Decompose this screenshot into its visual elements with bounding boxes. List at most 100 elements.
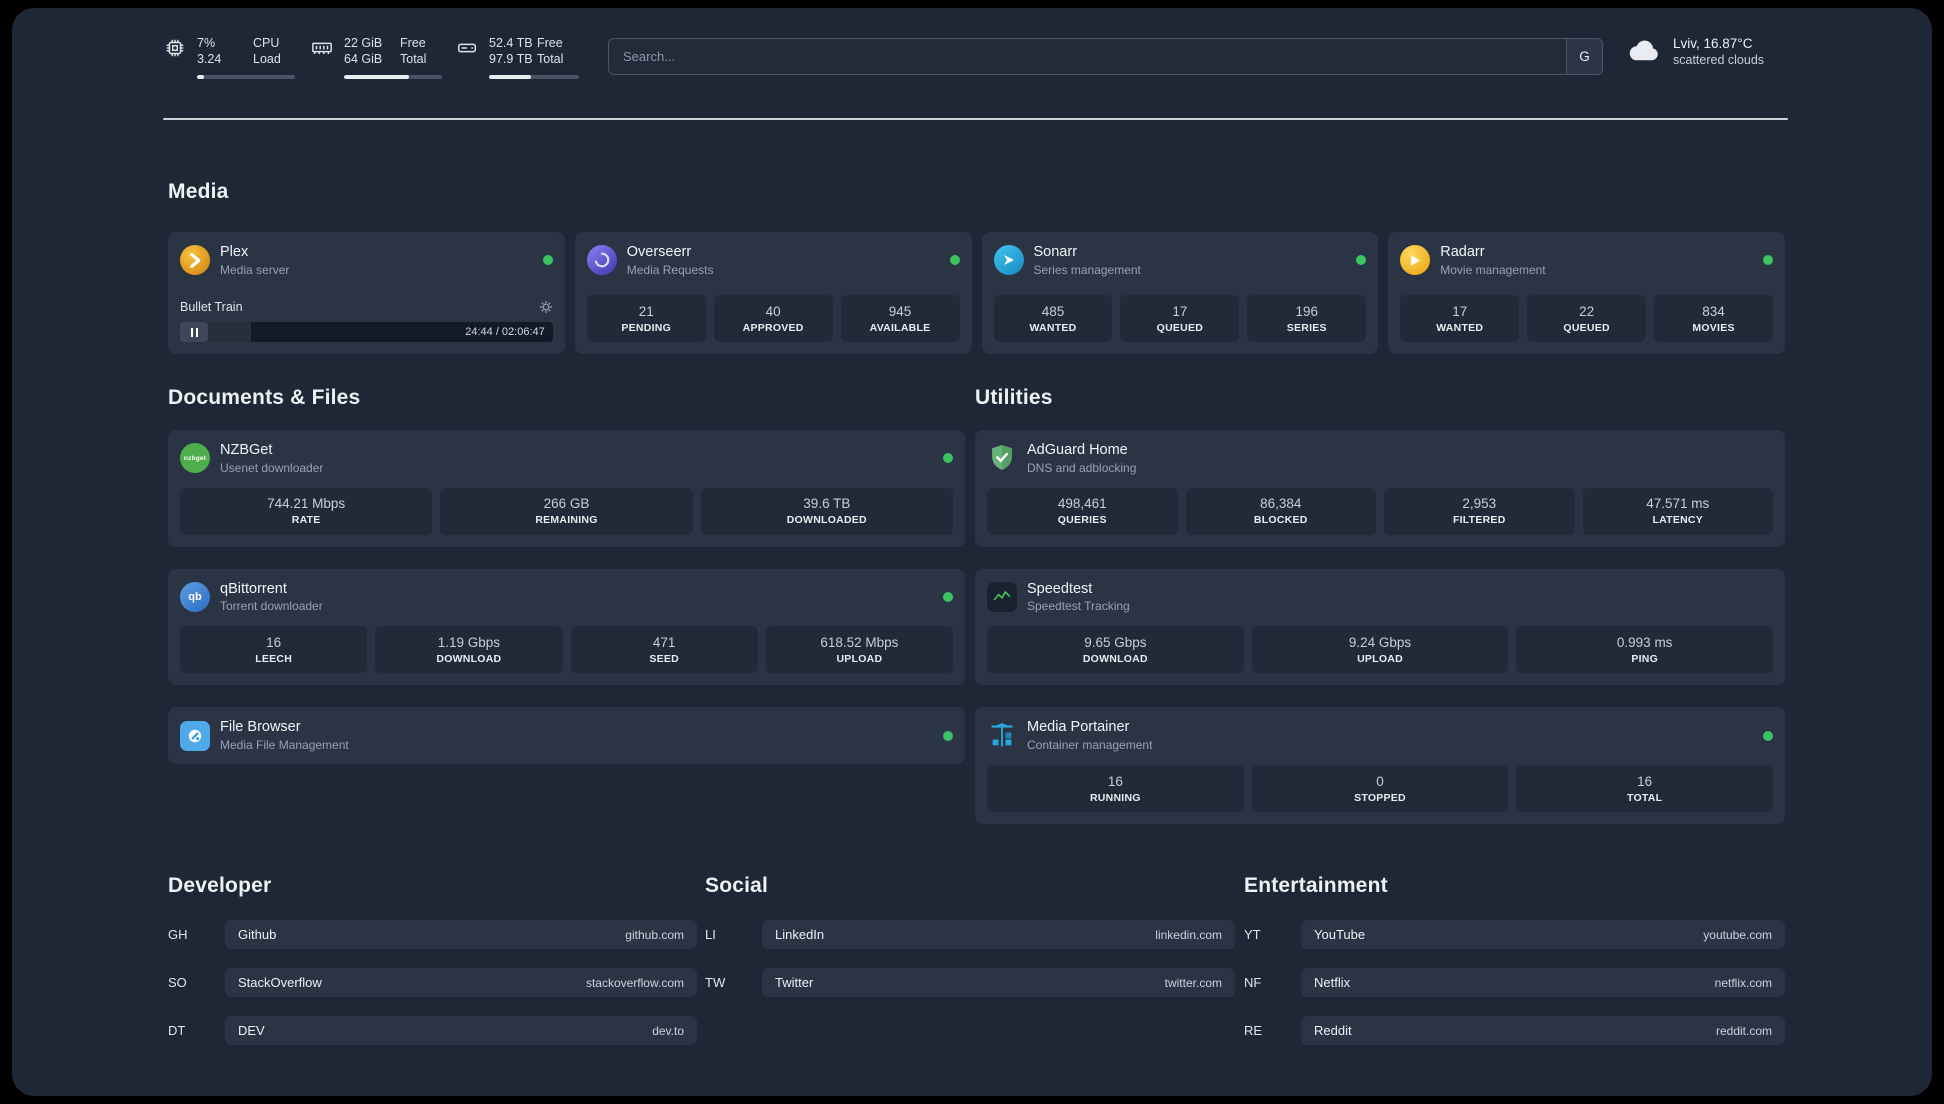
search-engine-button[interactable]: G xyxy=(1566,39,1602,74)
settings-gear-icon[interactable] xyxy=(539,300,553,314)
qbittorrent-card[interactable]: qb qBittorrent Torrent downloader 16 LEEC… xyxy=(168,568,965,686)
utilities-column: AdGuard Home DNS and adblocking 498,461 Q… xyxy=(975,430,1785,846)
stat-value: 9.65 Gbps xyxy=(1084,634,1147,650)
app-name[interactable]: Radarr xyxy=(1440,244,1485,260)
stat-value: 16 xyxy=(1637,773,1653,789)
overseerr-icon xyxy=(586,245,617,276)
portainer-crane-icon xyxy=(987,721,1017,751)
search-bar: G xyxy=(608,38,1603,75)
stat-box: 22 QUEUED xyxy=(1527,295,1647,342)
app-name[interactable]: Overseerr xyxy=(626,244,692,260)
bookmark-link-dev[interactable]: DEV dev.to xyxy=(225,1016,697,1045)
app-desc: Media Requests xyxy=(626,262,714,277)
bookmark-link-netflix[interactable]: Netflix netflix.com xyxy=(1301,968,1785,997)
cloud-icon xyxy=(1626,36,1662,67)
stat-value: 39.6 TB xyxy=(803,496,851,512)
bookmark-abbr: NF xyxy=(1244,975,1262,990)
bookmark-url: netflix.com xyxy=(1714,975,1772,990)
app-name[interactable]: File Browser xyxy=(220,719,301,736)
app-name[interactable]: Plex xyxy=(220,244,249,260)
ram-usage-bar-fill xyxy=(344,74,409,79)
bookmark-link-twitter[interactable]: Twitter twitter.com xyxy=(762,968,1235,997)
adguard-card[interactable]: AdGuard Home DNS and adblocking 498,461 Q… xyxy=(975,430,1785,547)
status-dot xyxy=(943,453,953,464)
app-name[interactable]: AdGuard Home xyxy=(1027,442,1128,458)
app-name[interactable]: Media Portainer xyxy=(1027,719,1130,736)
stat-label: UPLOAD xyxy=(836,652,883,665)
stat-box: 471 SEED xyxy=(570,626,758,674)
bookmark-name: LinkedIn xyxy=(775,927,825,942)
pause-button[interactable] xyxy=(180,322,208,342)
stat-label: QUEUED xyxy=(1563,321,1610,334)
speedtest-card[interactable]: Speedtest Speedtest Tracking 9.65 Gbps DO… xyxy=(975,568,1785,686)
stat-box: 945 AVAILABLE xyxy=(840,295,960,342)
pause-icon xyxy=(190,327,198,337)
status-dot xyxy=(1763,255,1773,266)
bookmark-link-github[interactable]: Github github.com xyxy=(225,920,697,949)
stat-box: 744.21 Mbps RATE xyxy=(180,487,433,535)
social-bookmarks: LI LinkedIn linkedin.com TW Twitter twit… xyxy=(705,920,1235,1016)
bookmark-abbr: DT xyxy=(168,1023,186,1038)
stat-value: 471 xyxy=(652,634,676,650)
stat-box: 266 GB REMAINING xyxy=(440,487,693,535)
disk-free-label: Free xyxy=(537,36,563,50)
bookmark-link-stackoverflow[interactable]: StackOverflow stackoverflow.com xyxy=(225,968,697,997)
overseerr-card[interactable]: Overseerr Media Requests 21 PENDING 40 APP… xyxy=(574,232,972,354)
stat-box: 39.6 TB DOWNLOADED xyxy=(700,487,953,535)
stat-label: DOWNLOADED xyxy=(786,514,867,527)
stat-value: 498,461 xyxy=(1057,496,1107,512)
nzbget-card[interactable]: nzbget NZBGet Usenet downloader 744.21 M… xyxy=(168,430,965,547)
weather-location: Lviv, 16.87°C xyxy=(1673,36,1753,51)
ram-free-value: 22 GiB xyxy=(344,36,383,50)
weather-widget: Lviv, 16.87°C scattered clouds xyxy=(1626,36,1764,67)
bookmark-abbr: SO xyxy=(168,975,187,990)
bookmark-row-twitter: TW Twitter twitter.com xyxy=(705,968,1235,997)
plex-card[interactable]: Plex Media server Bullet Train 24:44 / 0… xyxy=(168,232,565,354)
radarr-card[interactable]: Radarr Movie management 17 WANTED 22 QUEUE… xyxy=(1388,232,1785,354)
radarr-icon xyxy=(1400,245,1431,276)
bookmark-link-youtube[interactable]: YouTube youtube.com xyxy=(1301,920,1785,949)
bookmark-name: Twitter xyxy=(775,975,814,990)
stat-box: 47.571 ms LATENCY xyxy=(1582,487,1773,535)
section-title-media: Media xyxy=(168,180,229,203)
bookmark-row-linkedin: LI LinkedIn linkedin.com xyxy=(705,920,1235,949)
stat-label: AVAILABLE xyxy=(869,321,931,334)
portainer-card[interactable]: Media Portainer Container management 16 R… xyxy=(975,707,1785,825)
media-cards-row: Plex Media server Bullet Train 24:44 / 0… xyxy=(168,232,1785,354)
bookmark-link-linkedin[interactable]: LinkedIn linkedin.com xyxy=(762,920,1235,949)
bookmark-url: twitter.com xyxy=(1164,975,1222,990)
app-desc: Usenet downloader xyxy=(220,460,324,475)
stat-value: 40 xyxy=(765,303,781,319)
app-name[interactable]: Speedtest xyxy=(1027,580,1093,597)
playback-progress-bar[interactable]: 24:44 / 02:06:47 xyxy=(180,322,553,342)
stat-label: APPROVED xyxy=(742,321,804,334)
stat-label: DOWNLOAD xyxy=(1082,652,1148,665)
cpu-usage-bar-fill xyxy=(197,74,204,79)
stat-value: 945 xyxy=(888,303,912,319)
cpu-usage-bar xyxy=(197,74,295,79)
stat-label: TOTAL xyxy=(1627,791,1663,804)
stat-label: QUERIES xyxy=(1057,514,1107,527)
cpu-percent: 7% xyxy=(197,36,216,50)
stat-box: 9.24 Gbps UPLOAD xyxy=(1251,626,1509,674)
stat-box: 40 APPROVED xyxy=(713,295,833,342)
stat-label: RATE xyxy=(291,514,321,527)
app-name[interactable]: NZBGet xyxy=(220,442,273,458)
stat-label: STOPPED xyxy=(1354,791,1406,804)
stat-box: 196 SERIES xyxy=(1247,295,1367,342)
app-desc: DNS and adblocking xyxy=(1027,460,1137,475)
search-input[interactable] xyxy=(609,49,1566,64)
bookmark-row-youtube: YT YouTube youtube.com xyxy=(1244,920,1785,949)
dashboard-window: 7% CPU 3.24 Load 22 GiB Free 64 GiB Total 52… xyxy=(12,8,1932,1096)
stat-box: 498,461 QUERIES xyxy=(987,487,1178,535)
app-name[interactable]: qBittorrent xyxy=(220,580,287,597)
bookmark-link-reddit[interactable]: Reddit reddit.com xyxy=(1301,1016,1785,1045)
stat-label: PING xyxy=(1631,652,1659,665)
stat-box: 485 WANTED xyxy=(993,295,1113,342)
bookmark-abbr: RE xyxy=(1244,1023,1263,1038)
sonarr-card[interactable]: Sonarr Series management 485 WANTED 17 QUE… xyxy=(981,232,1379,354)
filebrowser-card[interactable]: File Browser Media File Management xyxy=(168,707,965,765)
stat-label: SERIES xyxy=(1286,321,1327,334)
app-name[interactable]: Sonarr xyxy=(1033,244,1078,260)
stat-box: 0 STOPPED xyxy=(1251,765,1509,813)
